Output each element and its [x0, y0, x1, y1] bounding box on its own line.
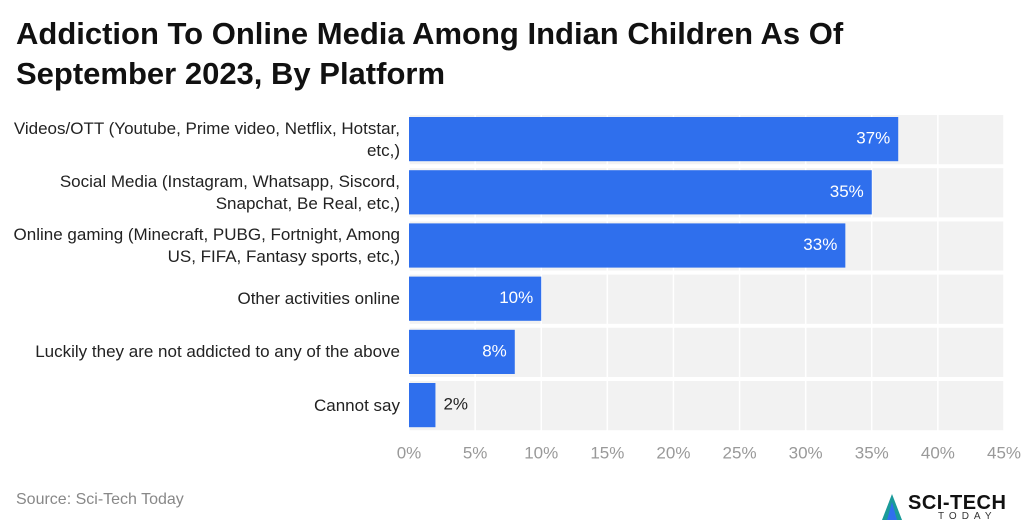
logo-subtext: TODAY [938, 511, 997, 522]
row-band [409, 381, 1004, 431]
logo: SCI-TECH TODAY [880, 492, 1020, 522]
x-tick-label: 45% [987, 444, 1021, 463]
value-label: 2% [443, 395, 468, 414]
value-label: 10% [499, 288, 533, 307]
value-label: 35% [830, 182, 864, 201]
logo-icon [882, 494, 902, 520]
logo-text: SCI-TECH [908, 492, 1007, 514]
x-tick-label: 25% [723, 444, 757, 463]
value-label: 8% [482, 341, 507, 360]
x-tick-label: 0% [397, 444, 422, 463]
y-tick-label: Videos/OTT (Youtube, Prime video, Netfli… [13, 118, 400, 160]
value-label: 37% [856, 129, 890, 148]
y-tick-label: Luckily they are not addicted to any of … [35, 342, 400, 362]
x-tick-label: 40% [921, 444, 955, 463]
bar [409, 170, 872, 215]
x-tick-label: 10% [524, 444, 558, 463]
bar [409, 223, 846, 268]
bar [409, 276, 542, 321]
y-tick-label: Online gaming (Minecraft, PUBG, Fortnigh… [13, 224, 400, 266]
bar [409, 329, 515, 374]
x-tick-label: 30% [789, 444, 823, 463]
bar [409, 117, 899, 162]
x-tick-label: 35% [855, 444, 889, 463]
chart-title: Addiction To Online Media Among Indian C… [16, 16, 844, 91]
value-label: 33% [803, 235, 837, 254]
x-tick-label: 5% [463, 444, 488, 463]
x-tick-label: 15% [590, 444, 624, 463]
source: Source: Sci-Tech Today [16, 491, 184, 508]
y-tick-label: Other activities online [237, 289, 400, 309]
bar [409, 383, 436, 428]
y-tick-label: Social Media (Instagram, Whatsapp, Sisco… [59, 171, 400, 213]
y-tick-label: Cannot say [314, 395, 400, 415]
x-tick-label: 20% [656, 444, 690, 463]
